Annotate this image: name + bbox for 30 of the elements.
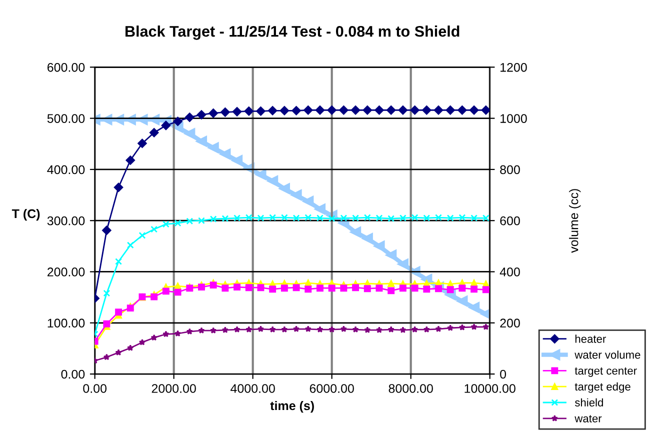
y2-tick-label: 600 [500,216,520,226]
y2-tick-label: 0 [500,370,506,379]
y-tick-label: 500.00 [47,114,85,123]
y-tick-label: 600.00 [48,62,85,72]
legend-label: target edge [574,382,630,393]
legend-label: water volume [574,350,640,359]
chart-title: Black Target - 11/25/14 Test - 0.084 m to Shield [126,26,460,40]
y2-axis-title: volume (cc) [569,189,581,253]
y-tick-label: 300.00 [47,216,85,226]
y-axis-title: T (C) [12,208,40,221]
y2-tick-label: 1000 [500,114,527,123]
x-tick-label: 6000.00 [310,384,354,393]
y-tick-label: 0.00 [61,370,85,379]
x-tick-label: 0.00 [83,384,107,393]
y2-tick-label: 1200 [500,62,527,72]
x-tick-label: 10000.00 [464,384,516,393]
legend-label: target center [574,367,637,377]
y2-tick-label: 800 [500,165,520,174]
y-tick-label: 100.00 [48,318,85,328]
legend-label: shield [574,398,603,406]
legend-label: water [574,415,602,422]
legend-label: heater [575,334,606,343]
y2-tick-label: 200 [500,318,520,328]
x-axis-title: time (s) [270,400,314,413]
y2-tick-label: 400 [500,268,520,276]
x-tick-label: 8000.00 [388,384,433,393]
x-tick-label: 2000.00 [152,384,196,393]
y-tick-label: 400.00 [47,165,85,174]
x-tick-label: 4000.00 [230,384,275,393]
y-tick-label: 200.00 [48,268,85,276]
